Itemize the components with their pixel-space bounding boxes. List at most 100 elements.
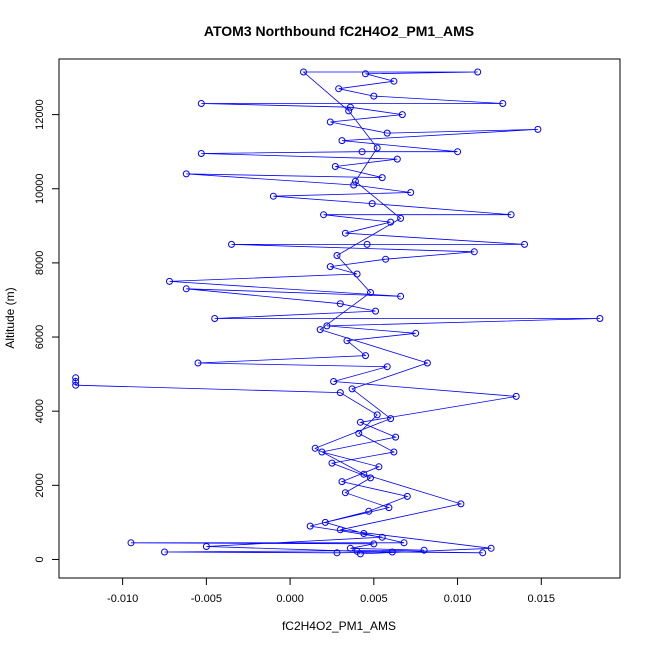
y-axis: 0 2000 4000 6000 8000 10000 12000 (34, 99, 60, 563)
data-point (392, 433, 400, 441)
data-point (390, 448, 398, 456)
data-point (378, 174, 386, 182)
data-point (328, 459, 336, 467)
data-point (336, 389, 344, 397)
x-tick-label: 0.015 (528, 593, 556, 605)
data-point (367, 289, 374, 296)
data-point (596, 315, 604, 322)
data-point (338, 478, 346, 486)
data-point (318, 448, 326, 456)
data-point (388, 548, 396, 556)
data-point (390, 77, 398, 85)
data-point (202, 543, 210, 550)
chart-title: ATOM3 Northbound fC2H4O2_PM1_AMS (204, 23, 474, 39)
data-point (358, 148, 366, 156)
data-point (182, 170, 190, 178)
data-point (454, 148, 462, 156)
data-point (269, 192, 277, 200)
data-point (338, 137, 346, 145)
data-point (367, 474, 374, 482)
data-point (387, 415, 395, 423)
data-point (211, 315, 219, 322)
data-point (356, 550, 364, 558)
y-tick-label: 2000 (34, 473, 46, 497)
data-point (499, 100, 507, 107)
data-point (316, 326, 324, 334)
data-point (397, 214, 405, 222)
data-point (360, 530, 368, 537)
data-point (368, 200, 376, 208)
data-point (326, 263, 334, 271)
x-tick-label: 0.000 (276, 593, 304, 605)
data-point (373, 411, 381, 419)
data-point (378, 533, 386, 541)
data-point (311, 444, 319, 452)
data-point (457, 500, 465, 508)
data-point (423, 359, 431, 367)
data-point (398, 111, 406, 119)
y-axis-label: Altitude (m) (3, 287, 17, 348)
data-point (474, 68, 482, 76)
data-point (336, 300, 344, 308)
data-point (372, 307, 379, 315)
data-point (356, 418, 364, 426)
data-point (346, 544, 354, 552)
data-point (470, 248, 478, 256)
data-point (335, 85, 343, 93)
data-point (487, 544, 495, 552)
data-point (370, 540, 378, 548)
data-point (127, 539, 135, 547)
data-point (365, 507, 373, 515)
data-point (355, 429, 363, 437)
data-point (375, 463, 383, 471)
data-point (336, 526, 344, 534)
data-point (382, 255, 390, 263)
data-point (72, 374, 80, 382)
data-point (341, 229, 349, 237)
data-point (228, 240, 235, 248)
data-point (393, 155, 401, 163)
data-point (197, 100, 205, 107)
data-point (346, 103, 354, 111)
data-point (333, 549, 341, 557)
x-axis-label: fC2H4O2_PM1_AMS (282, 619, 396, 633)
data-point (320, 211, 328, 219)
x-axis: -0.010 -0.005 0.000 0.005 0.010 0.015 (107, 577, 556, 605)
x-tick-label: -0.010 (107, 593, 138, 605)
data-point (507, 211, 515, 219)
x-tick-label: -0.005 (191, 593, 222, 605)
data-point (362, 352, 369, 360)
data-point (397, 292, 405, 300)
data-point (420, 546, 428, 554)
x-tick-label: 0.010 (444, 593, 472, 605)
data-point (72, 378, 80, 385)
data-point (350, 181, 358, 189)
data-point (323, 322, 331, 330)
data-point (343, 337, 351, 345)
y-tick-label: 8000 (34, 251, 46, 275)
data-point (197, 150, 205, 157)
data-point (363, 240, 371, 248)
data-point (521, 240, 528, 248)
plot-area (72, 68, 604, 558)
data-point (403, 492, 411, 500)
data-point (348, 385, 356, 393)
data-point (383, 363, 391, 371)
data-point (373, 144, 381, 152)
data-point (166, 277, 173, 285)
data-point (300, 68, 307, 76)
y-tick-label: 0 (34, 556, 46, 562)
data-point (161, 548, 168, 556)
data-point (321, 518, 329, 526)
data-point (412, 329, 420, 337)
data-point (400, 539, 408, 547)
data-point (330, 378, 338, 385)
data-point (72, 381, 80, 389)
data-point (306, 522, 314, 530)
data-point (362, 70, 369, 78)
data-point (383, 129, 391, 137)
data-point (360, 470, 368, 478)
x-tick-label: 0.005 (360, 593, 388, 605)
data-point (385, 504, 393, 512)
series-layer (72, 68, 604, 558)
